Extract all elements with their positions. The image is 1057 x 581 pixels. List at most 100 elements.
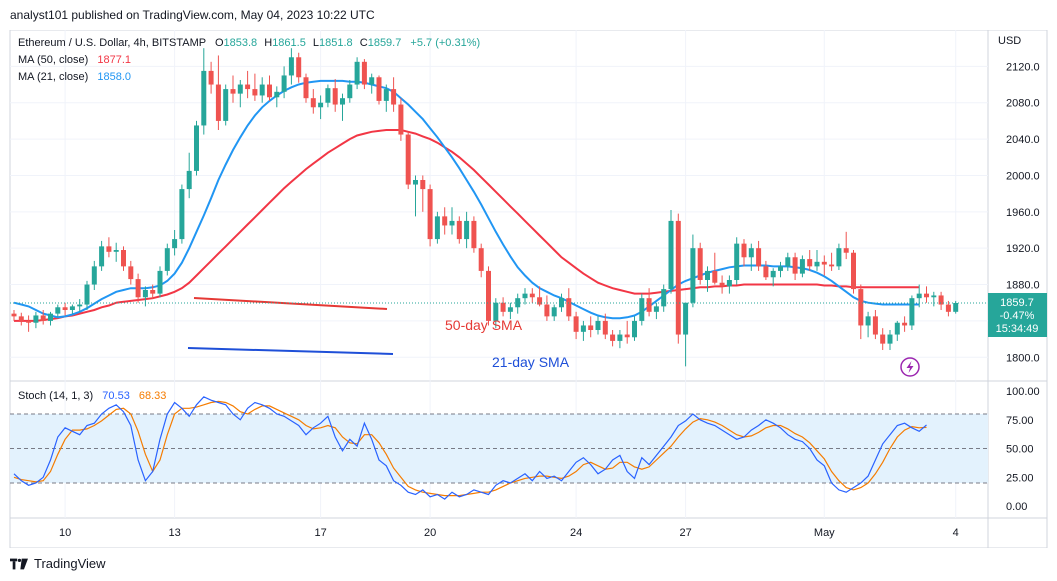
candle [588, 316, 594, 338]
candle-body [84, 284, 90, 305]
candle-body [281, 75, 287, 92]
candle [624, 320, 630, 344]
candle [931, 291, 937, 307]
candle [135, 273, 141, 303]
candle-body [11, 313, 17, 317]
candle [924, 286, 929, 303]
candle [763, 260, 769, 280]
candle-body [522, 293, 528, 299]
candle [872, 310, 878, 340]
candle-body [507, 307, 513, 312]
candle [391, 77, 397, 112]
candle-body [712, 270, 718, 283]
candle-body [310, 98, 316, 108]
candle [62, 302, 68, 316]
candle [887, 330, 893, 350]
high-value: 1861.5 [272, 37, 306, 49]
candle-body [719, 282, 725, 287]
candle-body [836, 248, 842, 267]
last-price-tag: 1859.7 -0.47% 15:34:49 [988, 293, 1047, 337]
candle-body [792, 257, 798, 274]
candle-layer [11, 48, 959, 367]
ma50-legend-label: MA (50, close) [18, 54, 88, 66]
candle [361, 59, 367, 90]
candle-body [340, 98, 345, 105]
candle [383, 84, 389, 112]
candle-body [478, 248, 484, 271]
candle-body [413, 180, 418, 185]
ma21-legend-label: MA (21, close) [18, 71, 88, 83]
candle [77, 299, 83, 312]
candle-body [821, 261, 827, 265]
candle [705, 266, 710, 292]
candle-body [62, 307, 68, 310]
candle-body [493, 302, 499, 321]
candle-body [325, 88, 331, 103]
price-tick-label: 2120.0 [1006, 61, 1040, 73]
candle-body [865, 316, 871, 326]
candle [99, 240, 105, 271]
candle [237, 80, 243, 108]
candle-body [332, 88, 338, 105]
candle [894, 320, 900, 341]
time-axis[interactable]: 10 13 17 20 24 27 May 4 [59, 527, 959, 539]
candle [814, 250, 820, 271]
candle-body [683, 302, 689, 335]
open-value: 1853.8 [224, 37, 258, 49]
time-tick-label: 4 [953, 527, 959, 539]
candle [449, 207, 455, 235]
lightning-icon[interactable] [900, 357, 920, 377]
candle [726, 275, 732, 294]
candle-body [33, 315, 39, 323]
candle [48, 311, 53, 326]
chart[interactable]: 50-day SMA 21-day SMA USD 1800.01840.018… [0, 30, 1057, 548]
stoch-tick-label: 100.00 [1006, 386, 1040, 398]
candle-body [675, 220, 681, 335]
time-tick-label: 24 [570, 527, 582, 539]
candle-body [91, 266, 97, 285]
last-price-value: 1859.7 [1000, 297, 1034, 309]
candle [617, 330, 623, 349]
candle-body [179, 189, 185, 240]
candle [471, 216, 477, 253]
stoch-legend: Stoch (14, 1, 3) 70.53 68.33 [18, 390, 166, 402]
candle [799, 255, 805, 278]
candle [230, 75, 236, 103]
candle-body [252, 89, 258, 96]
candle-body [602, 320, 608, 335]
candle-body [778, 266, 783, 271]
candle [121, 246, 126, 271]
stochastic-axis[interactable]: 0.00 25.00 50.00 75.00 100.00 [1006, 386, 1040, 513]
tradingview-logo[interactable]: TradingView [10, 556, 106, 571]
candle [486, 266, 491, 326]
candle [84, 280, 90, 310]
candle-body [135, 279, 141, 298]
candle-body [274, 91, 280, 98]
candle-body [391, 89, 397, 105]
candle-body [486, 270, 491, 321]
candle-body [121, 250, 126, 267]
candle-body [383, 89, 389, 101]
price-axis[interactable]: 1800.01840.01880.01920.01960.02000.02040… [1006, 61, 1040, 364]
candle [741, 239, 747, 267]
stoch-k-value: 70.53 [102, 390, 130, 402]
candle [106, 237, 112, 258]
candle-body [697, 248, 703, 280]
candle [398, 98, 404, 141]
candle-body [172, 239, 178, 249]
candle [354, 57, 360, 90]
time-tick-label: 13 [168, 527, 180, 539]
candle-body [223, 89, 229, 121]
candle [792, 252, 798, 280]
candle-body [814, 261, 820, 267]
candle-body [113, 250, 119, 252]
candle [318, 95, 324, 120]
low-value: 1851.8 [319, 37, 353, 49]
candle-body [880, 334, 886, 344]
candle [376, 75, 382, 105]
candle [770, 268, 776, 287]
candle-body [639, 298, 645, 321]
candle [296, 52, 302, 83]
candle [865, 311, 871, 338]
candle-body [296, 57, 302, 78]
